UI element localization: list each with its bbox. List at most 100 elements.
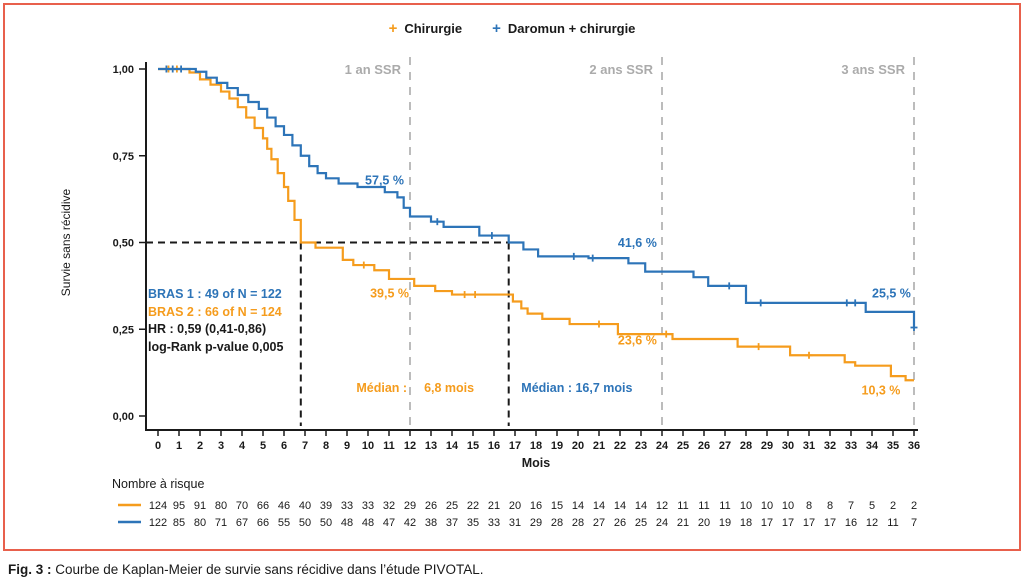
median-label: Médian :: [356, 381, 407, 395]
risk-count: 91: [194, 500, 206, 512]
risk-count: 17: [782, 517, 794, 529]
risk-count: 28: [572, 517, 584, 529]
risk-count: 50: [299, 517, 311, 529]
km-curve-daromun-chirurgie: [158, 67, 916, 328]
risk-count: 16: [845, 517, 857, 529]
risk-count: 40: [299, 500, 311, 512]
x-tick-label: 9: [344, 440, 350, 452]
x-tick-label: 21: [593, 440, 605, 452]
y-tick-label: 0,00: [113, 411, 134, 423]
risk-count: 24: [656, 517, 668, 529]
risk-count: 11: [719, 500, 730, 512]
survival-value-label: 41,6 %: [618, 236, 657, 250]
plus-marker-icon: +: [492, 20, 501, 37]
risk-count: 85: [173, 517, 185, 529]
stats-bras2: BRAS 2 : 66 of N = 124: [148, 304, 282, 319]
x-tick-label: 10: [362, 440, 374, 452]
x-tick-label: 27: [719, 440, 731, 452]
plus-marker-icon: +: [388, 20, 398, 37]
chart-legend: + Chirurgie + Daromun + chirurgie: [0, 21, 1024, 36]
risk-count: 25: [446, 500, 458, 512]
risk-count: 31: [509, 517, 521, 529]
x-tick-label: 3: [218, 440, 224, 452]
x-tick-label: 24: [656, 440, 669, 452]
figure-caption: Fig. 3 : Courbe de Kaplan-Meier de survi…: [8, 562, 483, 577]
risk-count: 80: [194, 517, 206, 529]
x-tick-label: 35: [887, 440, 899, 452]
caption-prefix: Fig. 3 :: [8, 562, 52, 577]
risk-count: 47: [383, 517, 395, 529]
risk-count: 29: [530, 517, 542, 529]
x-tick-label: 17: [509, 440, 521, 452]
x-tick-label: 1: [176, 440, 182, 452]
x-tick-label: 33: [845, 440, 857, 452]
survival-value-label: 25,5 %: [872, 287, 911, 301]
risk-count: 12: [656, 500, 668, 512]
y-tick-label: 1,00: [113, 64, 134, 76]
risk-count: 14: [614, 500, 626, 512]
risk-count: 42: [404, 517, 416, 529]
risk-count: 20: [509, 500, 521, 512]
risk-count: 33: [341, 500, 353, 512]
milestone-label: 3 ans SSR: [841, 62, 905, 77]
x-tick-label: 25: [677, 440, 689, 452]
risk-count: 35: [467, 517, 479, 529]
x-tick-label: 20: [572, 440, 584, 452]
survival-value-label: 10,3 %: [862, 383, 901, 397]
x-tick-label: 16: [488, 440, 500, 452]
km-curve-chirurgie: [158, 67, 914, 382]
survival-value-label: 39,5 %: [370, 287, 409, 301]
risk-count: 10: [782, 500, 794, 512]
risk-count: 48: [341, 517, 353, 529]
median-label: 6,8 mois: [424, 381, 474, 395]
risk-count: 48: [362, 517, 374, 529]
risk-count: 10: [761, 500, 773, 512]
legend-label: Daromun + chirurgie: [507, 21, 636, 36]
x-tick-label: 28: [740, 440, 752, 452]
risk-count: 2: [890, 500, 896, 512]
y-tick-label: 0,50: [113, 238, 134, 250]
risk-count: 37: [446, 517, 458, 529]
risk-count: 14: [572, 500, 584, 512]
risk-count: 124: [149, 500, 167, 512]
risk-count: 26: [614, 517, 626, 529]
x-tick-label: 31: [803, 440, 815, 452]
x-tick-label: 36: [908, 440, 920, 452]
risk-count: 122: [149, 517, 167, 529]
risk-count: 26: [425, 500, 437, 512]
risk-count: 21: [677, 517, 689, 529]
risk-count: 38: [425, 517, 437, 529]
risk-count: 18: [740, 517, 752, 529]
milestone-label: 2 ans SSR: [589, 62, 653, 77]
x-tick-label: 22: [614, 440, 626, 452]
risk-count: 19: [719, 517, 731, 529]
risk-count: 2: [911, 500, 917, 512]
x-tick-label: 32: [824, 440, 836, 452]
x-tick-label: 19: [551, 440, 563, 452]
caption-text: Courbe de Kaplan-Meier de survie sans ré…: [51, 562, 484, 577]
risk-count: 67: [236, 517, 248, 529]
risk-count: 11: [887, 517, 898, 529]
stats-annotation-block: BRAS 1 : 49 of N = 122 BRAS 2 : 66 of N …: [148, 286, 283, 356]
risk-count: 33: [362, 500, 374, 512]
risk-table-title: Nombre à risque: [112, 477, 204, 491]
survival-value-label: 23,6 %: [618, 334, 657, 348]
legend-item-daromun: + Daromun + chirurgie: [492, 21, 635, 36]
risk-count: 7: [848, 500, 854, 512]
stats-bras1: BRAS 1 : 49 of N = 122: [148, 287, 282, 301]
x-tick-label: 29: [761, 440, 773, 452]
risk-count: 20: [698, 517, 710, 529]
x-tick-label: 5: [260, 440, 266, 452]
risk-count: 5: [869, 500, 875, 512]
risk-count: 25: [635, 517, 647, 529]
x-axis-title: Mois: [522, 456, 551, 470]
x-tick-label: 26: [698, 440, 710, 452]
risk-count: 11: [677, 500, 688, 512]
risk-count: 28: [551, 517, 563, 529]
x-tick-label: 30: [782, 440, 794, 452]
risk-count: 12: [866, 517, 878, 529]
risk-count: 27: [593, 517, 605, 529]
risk-count: 17: [803, 517, 815, 529]
y-axis-title: Survie sans récidive: [59, 188, 73, 296]
risk-count: 21: [488, 500, 500, 512]
